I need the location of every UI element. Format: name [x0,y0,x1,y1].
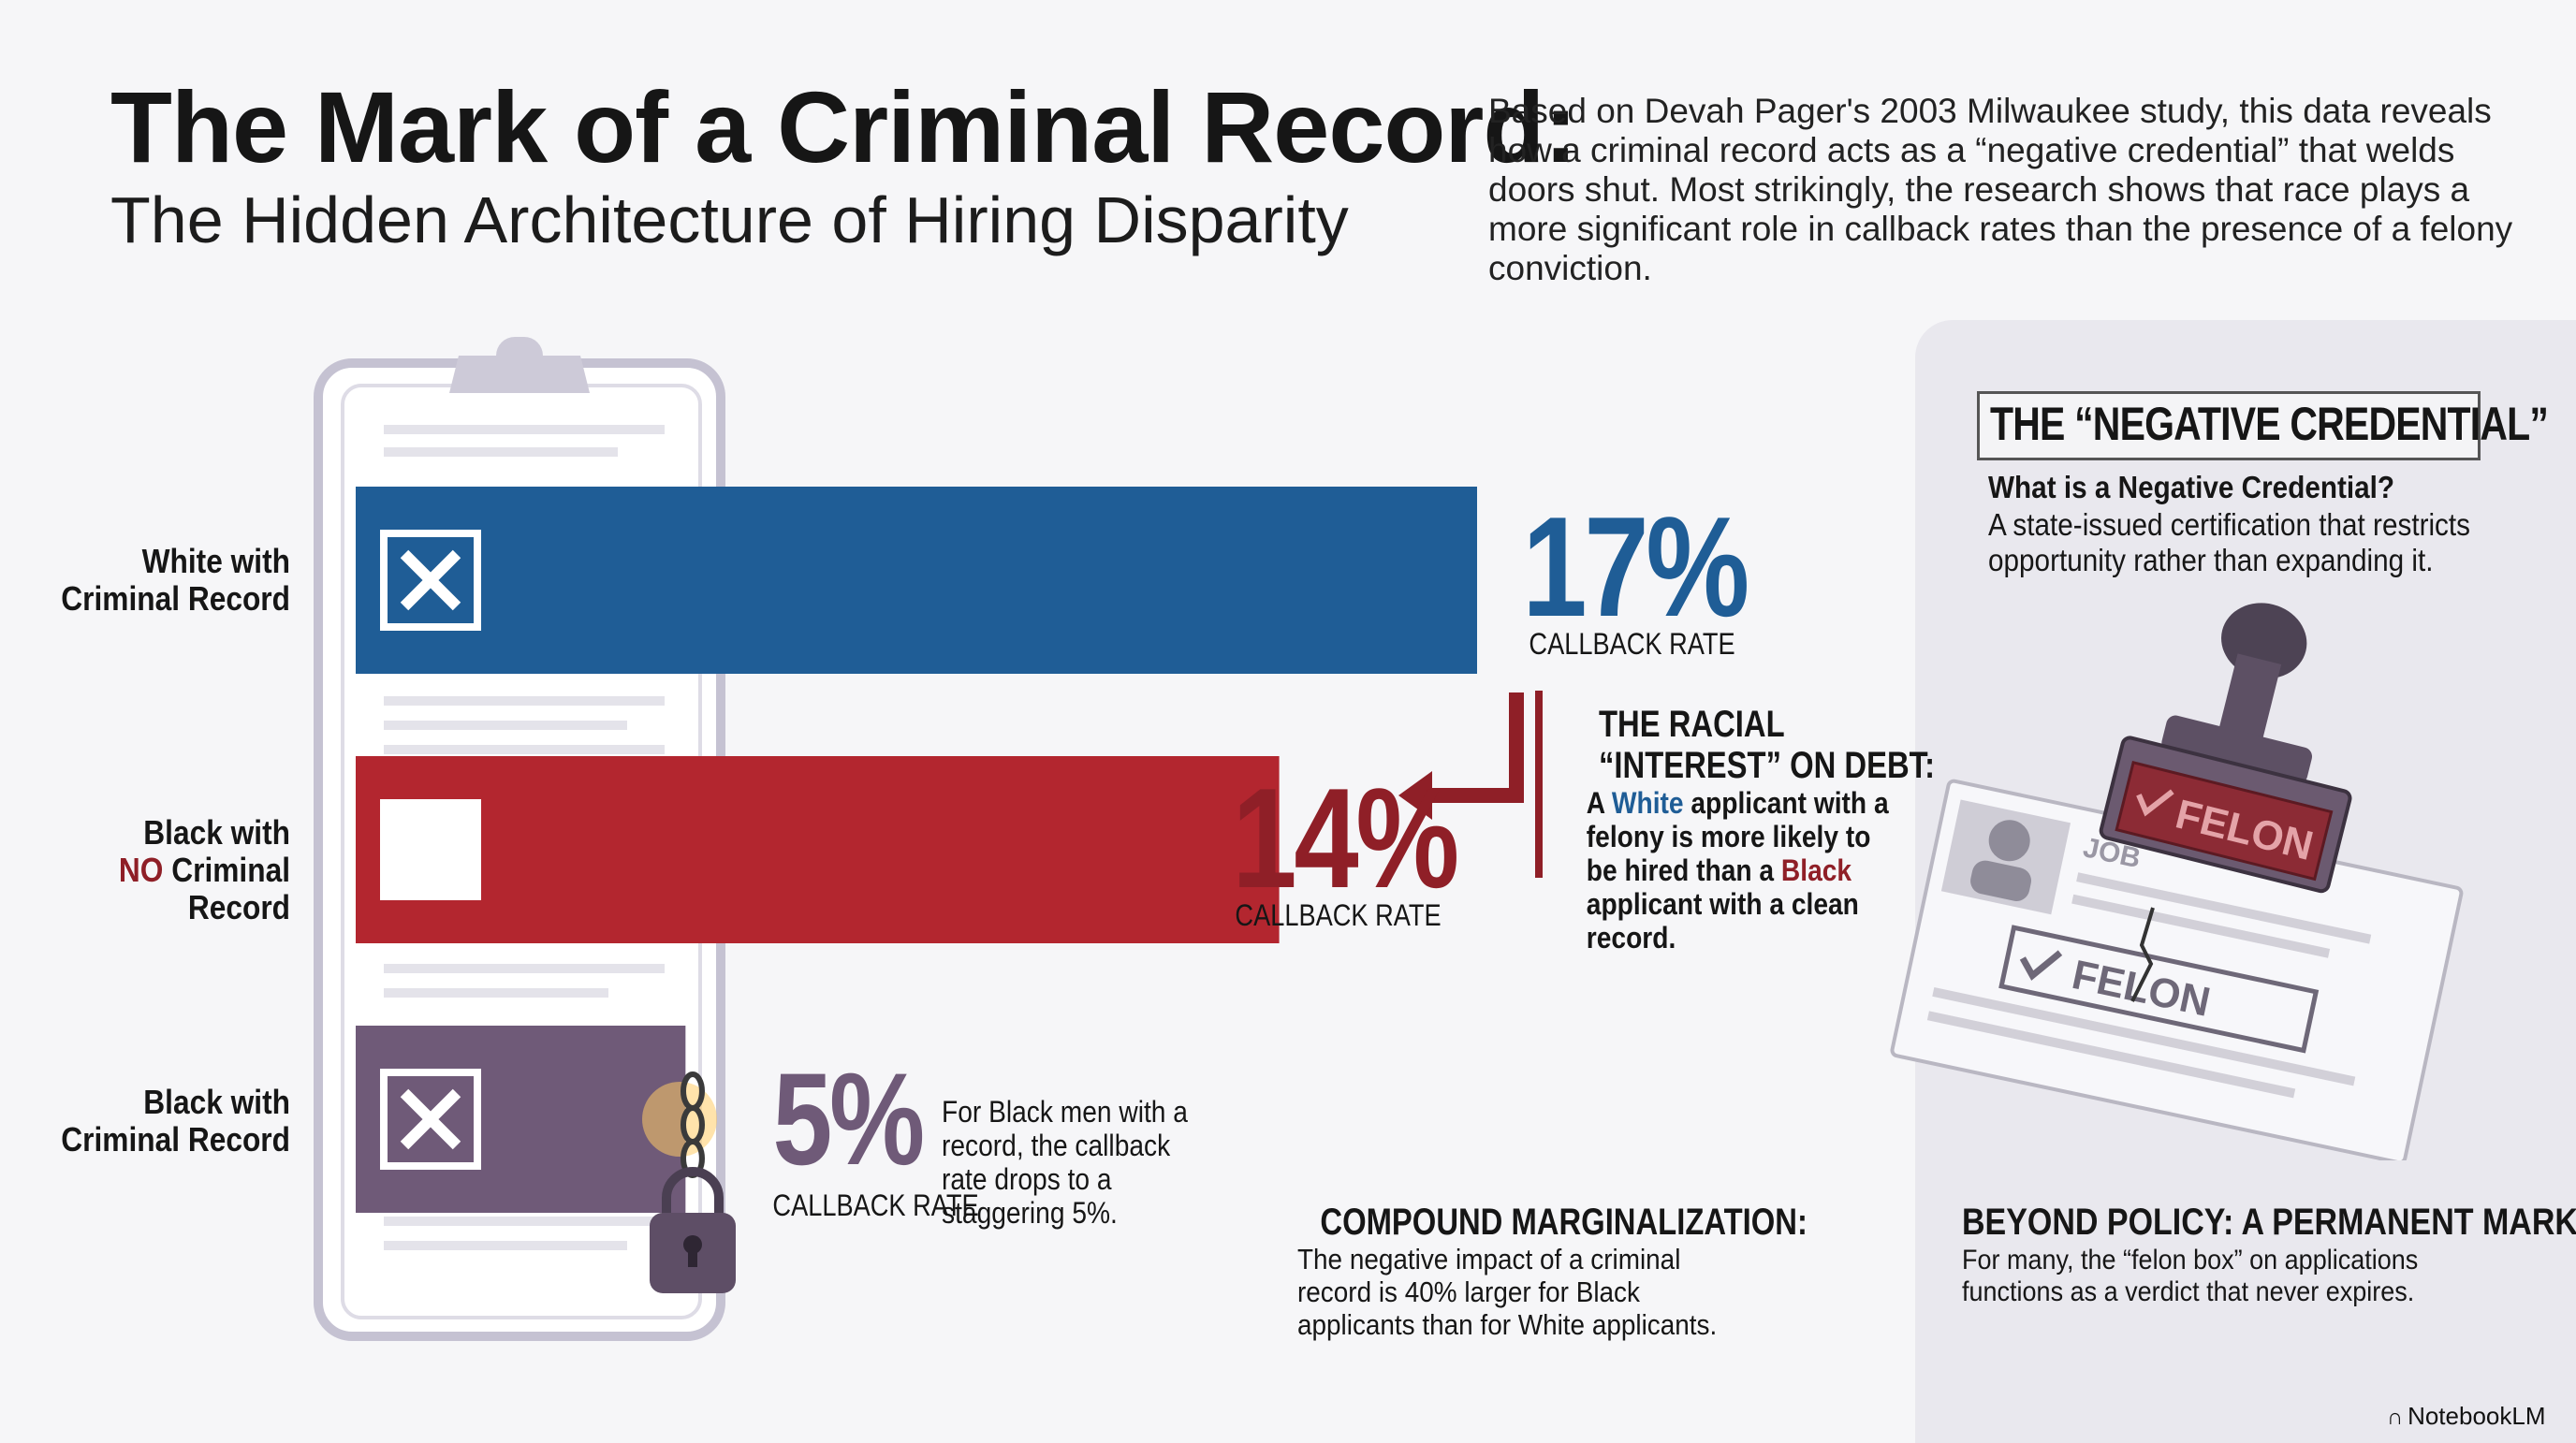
panel-heading-box [1977,391,2481,460]
value-label-black-record: 5% [772,1045,925,1192]
value-label-black-no-record: 14% [1232,759,1459,918]
white-highlight: White [1611,786,1684,820]
callback-caption-3: CALLBACK RATE [772,1188,979,1222]
beyond-policy-title: BEYOND POLICY: A PERMANENT MARK. [1962,1202,2576,1243]
black-highlight: Black [1780,853,1852,887]
checked-box-icon [380,1069,481,1170]
arrow-head-icon [1398,771,1432,820]
empty-checkbox-icon [380,799,481,900]
page-title: The Mark of a Criminal Record: [110,70,1577,183]
value-label-white-record: 17% [1522,488,1749,647]
brand-label: ∩ NotebookLM [2387,1402,2546,1430]
panel-answer: A state-issued certification that restri… [1988,507,2471,577]
bar-chart [314,337,1543,1341]
callback-caption-2: CALLBACK RATE [1235,898,1442,932]
comparison-arrow [1432,692,1524,803]
panel-question: What is a Negative Credential? [1988,470,2395,504]
chain-lock-icon [642,1071,736,1293]
no-highlight: NO [118,851,164,889]
accent-line [1535,691,1543,878]
notebooklm-icon: ∩ [2387,1405,2408,1430]
checked-box-icon [380,530,481,631]
racial-interest-note: THE RACIAL “INTEREST” ON DEBT: A White a… [1586,704,1935,955]
page-subtitle: The Hidden Architecture of Hiring Dispar… [110,183,1349,256]
panel-heading: THE “NEGATIVE CREDENTIAL” [1990,398,2549,450]
intro-paragraph: Based on Devah Pager's 2003 Milwaukee st… [1488,92,2513,287]
beyond-policy-text: For many, the “felon box” on application… [1962,1245,2419,1307]
rubber-stamp-icon: FELON [2099,603,2352,894]
bar-white-record [356,487,1477,674]
check-mark-icon [400,549,461,611]
row-label-black-record: Black with Criminal Record [61,1083,290,1159]
drop-note: For Black men with a record, the callbac… [942,1095,1188,1230]
bar-black-no-record [356,756,1280,943]
row-label-white-record: White with Criminal Record [61,542,290,618]
stamp-illustration: JOB FELON FELON [1890,603,2464,1160]
compound-marginalization-note: COMPOUND MARGINALIZATION: The negative i… [1297,1202,1808,1341]
check-mark-icon [400,1088,461,1150]
bar-black-record [356,1026,686,1213]
callback-caption-1: CALLBACK RATE [1529,627,1735,661]
row-label-black-no-record: Black with NO Criminal Record [118,813,290,926]
